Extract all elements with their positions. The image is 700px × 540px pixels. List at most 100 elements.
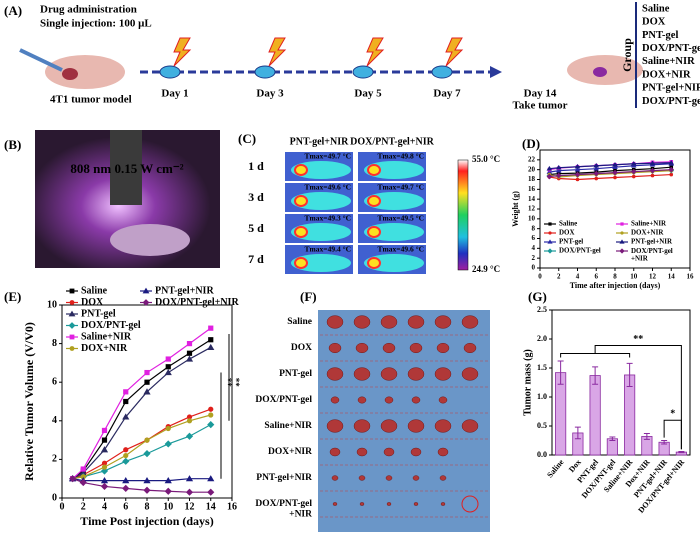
tumor xyxy=(358,475,366,481)
y-axis-label: Weight (g) xyxy=(511,191,520,227)
legend-label: DOX xyxy=(559,229,575,237)
series-line xyxy=(72,327,212,480)
legend-label: DOX xyxy=(81,297,104,308)
data-point xyxy=(123,452,129,459)
data-point xyxy=(69,475,77,483)
legend-marker xyxy=(142,299,150,306)
thermal-body xyxy=(364,223,424,241)
tmax-label: Tmax=49.8 °C xyxy=(378,152,424,161)
data-point xyxy=(650,173,655,178)
tumor xyxy=(434,367,452,381)
y-tick-label: 1.0 xyxy=(537,392,547,401)
data-point xyxy=(80,466,86,472)
error-bar xyxy=(661,440,668,445)
tumor xyxy=(353,367,371,381)
data-point xyxy=(613,175,617,180)
data-point xyxy=(649,160,656,166)
y-tick-label: 8 xyxy=(532,224,536,232)
thermal-hot xyxy=(367,195,381,207)
legend-marker xyxy=(620,231,624,235)
tumor xyxy=(357,396,367,404)
thermal-hot xyxy=(294,164,308,176)
y-tick-label: 2.5 xyxy=(537,305,547,314)
legend-label: Saline xyxy=(81,285,108,296)
y-tick-label: 0.5 xyxy=(537,421,547,430)
data-point xyxy=(546,165,553,171)
data-point xyxy=(144,379,150,385)
legend-label: Saline+NIR xyxy=(631,220,667,228)
data-point xyxy=(101,427,108,434)
significance-mark: ** xyxy=(633,334,643,345)
thermal-body xyxy=(291,161,351,179)
series-line xyxy=(549,169,672,178)
x-tick-label: 14 xyxy=(668,273,676,281)
tumor xyxy=(326,419,344,433)
thermal-body xyxy=(291,192,351,210)
tumor xyxy=(409,342,423,354)
data-point xyxy=(79,478,87,487)
legend-marker xyxy=(69,346,75,351)
data-point xyxy=(555,172,562,179)
x-tick-label: 12 xyxy=(185,501,195,512)
tumor xyxy=(62,68,78,80)
group-item: Saline+NIR xyxy=(642,56,695,67)
tumor xyxy=(353,419,371,433)
thermal-body xyxy=(364,254,424,272)
laser-head xyxy=(110,130,142,205)
legend-marker xyxy=(547,248,553,254)
syringe xyxy=(19,48,63,72)
bar xyxy=(589,375,601,456)
thermal-body xyxy=(364,161,424,179)
day-label: Day 7 xyxy=(433,88,461,100)
x-tick-label: 6 xyxy=(595,273,599,281)
tumor xyxy=(331,475,339,481)
thermal-hot xyxy=(294,195,308,207)
tumor xyxy=(326,367,344,381)
legend-marker xyxy=(619,248,625,254)
data-point xyxy=(612,164,618,170)
subtitle: Single injection: 100 μL xyxy=(40,18,152,30)
row-label: Saline+NIR xyxy=(264,421,312,431)
data-point xyxy=(100,467,109,475)
scale-max: 55.0 °C xyxy=(472,154,500,164)
legend-marker xyxy=(68,310,76,317)
panel-label: (F) xyxy=(300,289,317,304)
data-point xyxy=(208,325,214,331)
error-bar xyxy=(678,451,685,454)
y-tick-label: 2 xyxy=(532,254,536,262)
tumor xyxy=(353,315,371,329)
day-label: Day 1 xyxy=(161,88,188,100)
day-label: Day 14 xyxy=(524,88,557,100)
data-point xyxy=(165,425,171,432)
row-label: PNT-gel+NIR xyxy=(256,473,312,483)
tumor xyxy=(380,419,398,433)
y-tick-label: 8 xyxy=(52,338,57,349)
panel-a-bg xyxy=(0,0,700,112)
series-line xyxy=(549,170,672,178)
data-point xyxy=(122,484,130,492)
row-label: 1 d xyxy=(248,159,264,173)
tmax-label: Tmax=49.7 °C xyxy=(378,183,424,192)
series-line xyxy=(72,408,211,480)
significance-mark: ** xyxy=(231,378,241,388)
data-point xyxy=(546,173,553,180)
tumor xyxy=(461,367,479,381)
data-point xyxy=(207,343,215,351)
y-tick-label: 22 xyxy=(528,155,536,163)
data-point xyxy=(101,464,108,470)
error-bar xyxy=(592,366,599,385)
thermal-hot xyxy=(367,257,381,269)
y-tick-label: 14 xyxy=(528,195,536,203)
series-line xyxy=(72,346,212,480)
laser-bolt xyxy=(268,37,287,67)
legend-label: PNT-gel+NIR xyxy=(631,238,673,246)
day-label: Day 3 xyxy=(256,88,284,100)
plot-frame xyxy=(551,309,691,456)
series-line xyxy=(72,478,211,493)
data-point xyxy=(574,171,581,178)
tmax-label: Tmax=49.4 °C xyxy=(305,245,351,254)
tumor xyxy=(383,447,395,457)
x-tick-label: 0 xyxy=(538,273,542,281)
series-line xyxy=(549,163,672,173)
